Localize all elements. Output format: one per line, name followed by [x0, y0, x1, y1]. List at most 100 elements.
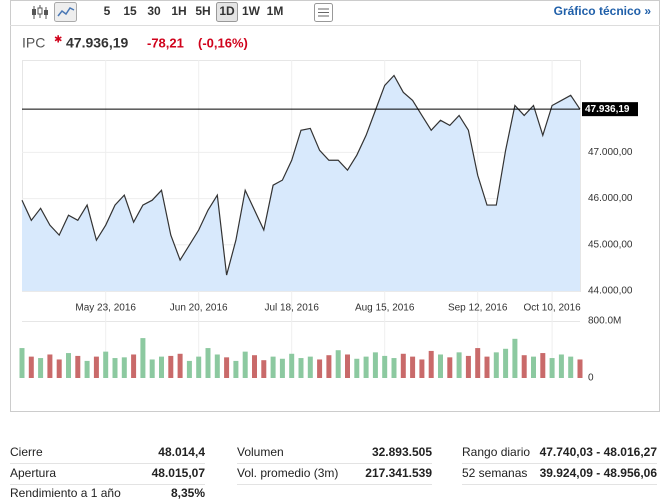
price-area — [22, 75, 580, 292]
period-button[interactable]: 15 — [123, 4, 137, 18]
volume-bar — [382, 355, 388, 378]
change-pct: (-0,16%) — [198, 35, 248, 50]
candle-icon[interactable] — [32, 5, 48, 19]
stat-label: Vol. promedio (3m) — [237, 466, 338, 480]
period-button[interactable]: 5H — [195, 4, 210, 18]
volume-bar — [270, 356, 276, 378]
volume-bar — [568, 356, 574, 378]
volume-bar — [261, 360, 267, 378]
volume-bar — [93, 356, 99, 378]
volume-bar — [410, 356, 416, 378]
volume-bar — [493, 352, 499, 378]
volume-bar — [84, 360, 90, 378]
x-tick-label: May 23, 2016 — [75, 303, 136, 314]
volume-bar — [345, 354, 350, 378]
y-tick-label: 44.000,00 — [588, 286, 633, 297]
volume-bar — [484, 356, 490, 378]
volume-bar — [19, 348, 25, 378]
stat-value: 8,35% — [171, 486, 205, 500]
volume-bar — [252, 355, 257, 378]
volume-bar — [428, 350, 434, 378]
volume-bar — [121, 357, 127, 378]
volume-bar — [168, 355, 174, 378]
stat-label: Rendimiento a 1 año — [10, 486, 121, 500]
volume-bar — [298, 358, 304, 378]
volume-bar — [224, 357, 230, 378]
volume-bar — [503, 348, 509, 378]
volume-tick-label: 0 — [588, 373, 594, 384]
y-tick-label: 46.000,00 — [588, 193, 633, 204]
active-button-bg — [216, 2, 238, 22]
volume-bar — [140, 338, 146, 378]
volume-bar — [177, 353, 183, 378]
volume-bar — [75, 355, 81, 378]
volume-bar — [196, 356, 202, 378]
volume-bar — [438, 354, 443, 378]
last-price-box — [582, 102, 638, 117]
period-button[interactable]: 1D — [219, 4, 235, 18]
volume-bar — [521, 355, 527, 378]
volume-bar — [512, 338, 518, 378]
volume-bar — [400, 353, 406, 378]
stat-value: 48.015,07 — [152, 466, 206, 480]
price: 47.936,19 — [66, 35, 128, 51]
y-tick-label: 47.000,00 — [588, 147, 633, 158]
x-tick-label: Jun 20, 2016 — [170, 303, 228, 314]
symbol: IPC — [22, 35, 45, 51]
volume-bar — [326, 355, 332, 378]
x-tick-label: Sep 12, 2016 — [448, 303, 508, 314]
volume-bar — [354, 358, 360, 378]
period-button[interactable]: 30 — [147, 4, 161, 18]
stat-value: 217.341.539 — [365, 466, 432, 480]
volume-bar — [531, 356, 536, 378]
stat-label: Apertura — [10, 466, 56, 480]
period-button[interactable]: 1H — [171, 4, 186, 18]
stat-value: 39.924,09 - 48.956,06 — [540, 466, 658, 480]
x-tick-label: Jul 18, 2016 — [264, 303, 319, 314]
volume-bar — [307, 356, 313, 378]
volume-bar — [465, 355, 471, 378]
volume-bar — [391, 358, 397, 378]
stat-label: 52 semanas — [462, 466, 527, 480]
period-button[interactable]: 5 — [104, 4, 111, 18]
volume-bar — [103, 351, 109, 378]
volume-bar — [558, 354, 564, 378]
volume-bar — [47, 354, 53, 378]
stat-label: Rango diario — [462, 445, 530, 459]
change: -78,21 — [147, 35, 184, 50]
volume-bar — [205, 348, 211, 378]
volume-bar — [289, 353, 295, 378]
volume-bar — [38, 358, 44, 378]
x-tick-label: Aug 15, 2016 — [355, 303, 415, 314]
stat-label: Cierre — [10, 445, 43, 459]
volume-bar — [577, 359, 583, 378]
volume-bar — [131, 354, 137, 378]
x-tick-label: Oct 10, 2016 — [523, 303, 581, 314]
volume-bar — [279, 358, 285, 378]
volume-bar — [186, 360, 192, 378]
period-button[interactable]: 1W — [242, 4, 261, 18]
volume-bar — [317, 359, 323, 378]
last-price-label: 47.936,19 — [585, 104, 630, 115]
price-line — [21, 74, 581, 276]
volume-tick-label: 800.0M — [588, 316, 621, 327]
volume-bar — [372, 352, 378, 378]
volume-bar — [447, 357, 453, 378]
volume-bar — [475, 348, 481, 378]
volume-bar — [242, 351, 248, 378]
volume-bar — [549, 358, 555, 378]
volume-bar — [214, 354, 220, 378]
volume-bar — [66, 353, 71, 378]
volume-bar — [28, 356, 34, 378]
volume-bar — [159, 356, 164, 378]
settings-icon[interactable] — [314, 3, 333, 22]
period-button[interactable]: 1M — [267, 4, 284, 18]
line-icon[interactable] — [54, 2, 77, 22]
volume-bar — [149, 359, 155, 378]
volume-bar — [335, 350, 341, 378]
live-marker: ✱ — [54, 35, 62, 46]
volume-bar — [233, 360, 239, 378]
technical-chart-link[interactable]: Gráfico técnico » — [554, 4, 652, 18]
stat-value: 47.740,03 - 48.016,27 — [540, 445, 658, 459]
